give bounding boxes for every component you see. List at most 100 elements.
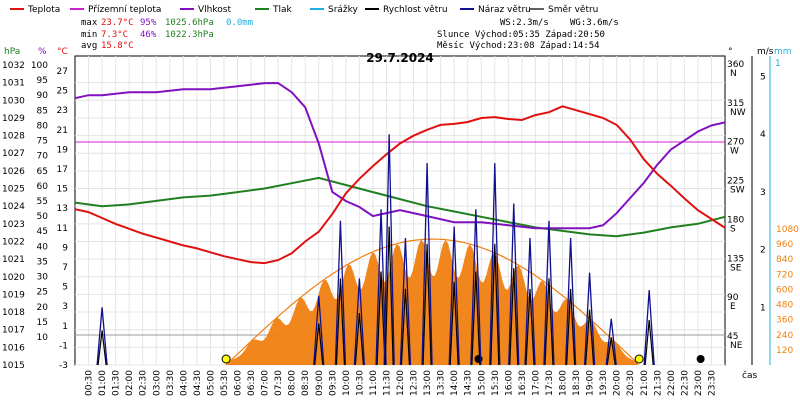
wind-gust-peak <box>524 238 536 366</box>
x-tick: 10:00 <box>342 370 352 396</box>
chart-title: 29.7.2024 <box>366 51 434 65</box>
x-tick: 17:30 <box>545 370 555 396</box>
x-tick: 14:00 <box>450 370 460 396</box>
x-tick: 11:30 <box>382 370 392 396</box>
wind-gust-peak <box>470 209 482 366</box>
pct-tick: 100 <box>31 61 48 71</box>
x-tick: 09:00 <box>315 370 325 396</box>
dir-name-tick: W <box>730 147 739 157</box>
x-tick: 04:30 <box>193 370 203 396</box>
wind-gust-peak <box>383 134 395 366</box>
dir-deg-tick: 225 <box>727 177 744 187</box>
wind-gust-peak <box>353 278 366 366</box>
legend-item: Srážky <box>328 5 359 15</box>
stat-max-label: max <box>81 18 98 28</box>
wind-speed-peak <box>544 278 554 366</box>
x-tick: 10:30 <box>355 370 365 396</box>
ms-tick: 4 <box>760 130 766 140</box>
wind-gust-peak <box>508 203 520 366</box>
hpa-tick: 1019 <box>2 290 25 300</box>
humidity-line <box>74 82 726 230</box>
stat-max-press: 1025.6hPa <box>165 18 214 28</box>
stat-min-press: 1022.3hPa <box>165 30 214 40</box>
radiation-area <box>226 239 640 365</box>
hpa-tick: 1029 <box>2 114 25 124</box>
pct-tick: 40 <box>37 242 49 252</box>
hpa-tick: 1026 <box>2 167 25 177</box>
rad-tick: 960 <box>776 240 793 250</box>
dir-deg-tick: 180 <box>727 215 744 225</box>
hpa-tick: 1020 <box>2 273 25 283</box>
x-tick: 05:30 <box>220 370 230 396</box>
x-tick: 07:30 <box>274 370 284 396</box>
x-tick: 14:30 <box>464 370 474 396</box>
dir-name-tick: N <box>730 69 737 79</box>
mm-axis-label: mm <box>774 47 792 57</box>
wind-gust-peak <box>375 209 387 366</box>
hpa-tick: 1017 <box>2 326 25 336</box>
x-tick: 15:30 <box>491 370 501 396</box>
temp-tick: 25 <box>57 87 68 97</box>
wind-speed-peak <box>376 271 386 366</box>
hpa-tick: 1024 <box>2 202 25 212</box>
wind-speed-peak <box>335 278 346 366</box>
pct-tick: 95 <box>37 76 48 86</box>
legend-item: Tlak <box>272 5 293 15</box>
rad-tick: 240 <box>776 331 793 341</box>
dir-deg-tick: 360 <box>727 60 744 70</box>
temp-tick: 21 <box>57 126 68 136</box>
x-tick: 09:30 <box>328 370 338 396</box>
rad-tick: 120 <box>776 346 793 356</box>
sunrise-marker <box>221 354 231 364</box>
wind-speed-peak <box>400 288 411 366</box>
pct-tick: 30 <box>37 273 49 283</box>
pct-axis-label: % <box>38 47 47 57</box>
ms-axis-label: m/s <box>757 47 774 57</box>
temp-tick: -3 <box>59 361 68 371</box>
pct-tick: 50 <box>37 212 49 222</box>
temp-tick: 7 <box>62 263 68 273</box>
hpa-tick: 1027 <box>2 149 25 159</box>
pressure-line <box>74 176 726 238</box>
x-tick: 22:00 <box>667 370 677 396</box>
x-tick: 08:30 <box>301 370 311 396</box>
hpa-tick: 1030 <box>2 96 25 106</box>
x-tick: 18:30 <box>572 370 582 396</box>
dir-name-tick: SE <box>730 263 742 273</box>
pct-tick: 15 <box>37 318 48 328</box>
x-tick: 20:30 <box>626 370 636 396</box>
legend-item: Směr větru <box>548 5 598 15</box>
x-tick: 02:30 <box>139 370 149 396</box>
dir-deg-tick: 45 <box>727 332 738 342</box>
stat-max-hum: 95% <box>140 18 157 28</box>
x-tick: 12:30 <box>410 370 420 396</box>
wind-gust-peak <box>643 289 655 366</box>
x-tick: 15:00 <box>477 370 487 396</box>
ms-tick: 1 <box>760 303 766 313</box>
dir-name-tick: S <box>730 224 736 234</box>
rad-tick: 720 <box>776 270 793 280</box>
rad-tick: 360 <box>776 316 793 326</box>
x-tick: 16:30 <box>518 370 528 396</box>
x-axis-label: čas <box>742 370 757 381</box>
wind-speed-peak <box>606 337 616 366</box>
x-tick: 18:00 <box>559 370 569 396</box>
radiation-theoretical-curve <box>225 238 639 366</box>
legend-item: Rychlost větru <box>383 5 448 15</box>
sun-times: Slunce Východ:05:35 Západ:20:50 <box>437 30 605 40</box>
x-tick: 00:30 <box>85 370 95 396</box>
pct-tick: 45 <box>37 227 48 237</box>
temp-axis-label: °C <box>57 47 68 57</box>
hpa-axis-label: hPa <box>4 47 20 57</box>
wind-speed-peak <box>354 313 364 366</box>
rad-tick: 840 <box>776 255 793 265</box>
ms-tick: 5 <box>760 73 766 83</box>
wind-speed-peak <box>509 268 519 366</box>
x-tick: 21:00 <box>640 370 650 396</box>
temp-tick: 5 <box>62 283 68 293</box>
wind-sun-block: WS:2.3m/s WG:3.6m/s Slunce Východ:05:35 … <box>437 18 619 51</box>
plot-grid <box>75 56 725 366</box>
x-tick: 19:00 <box>586 370 596 396</box>
pct-tick: 90 <box>37 91 49 101</box>
